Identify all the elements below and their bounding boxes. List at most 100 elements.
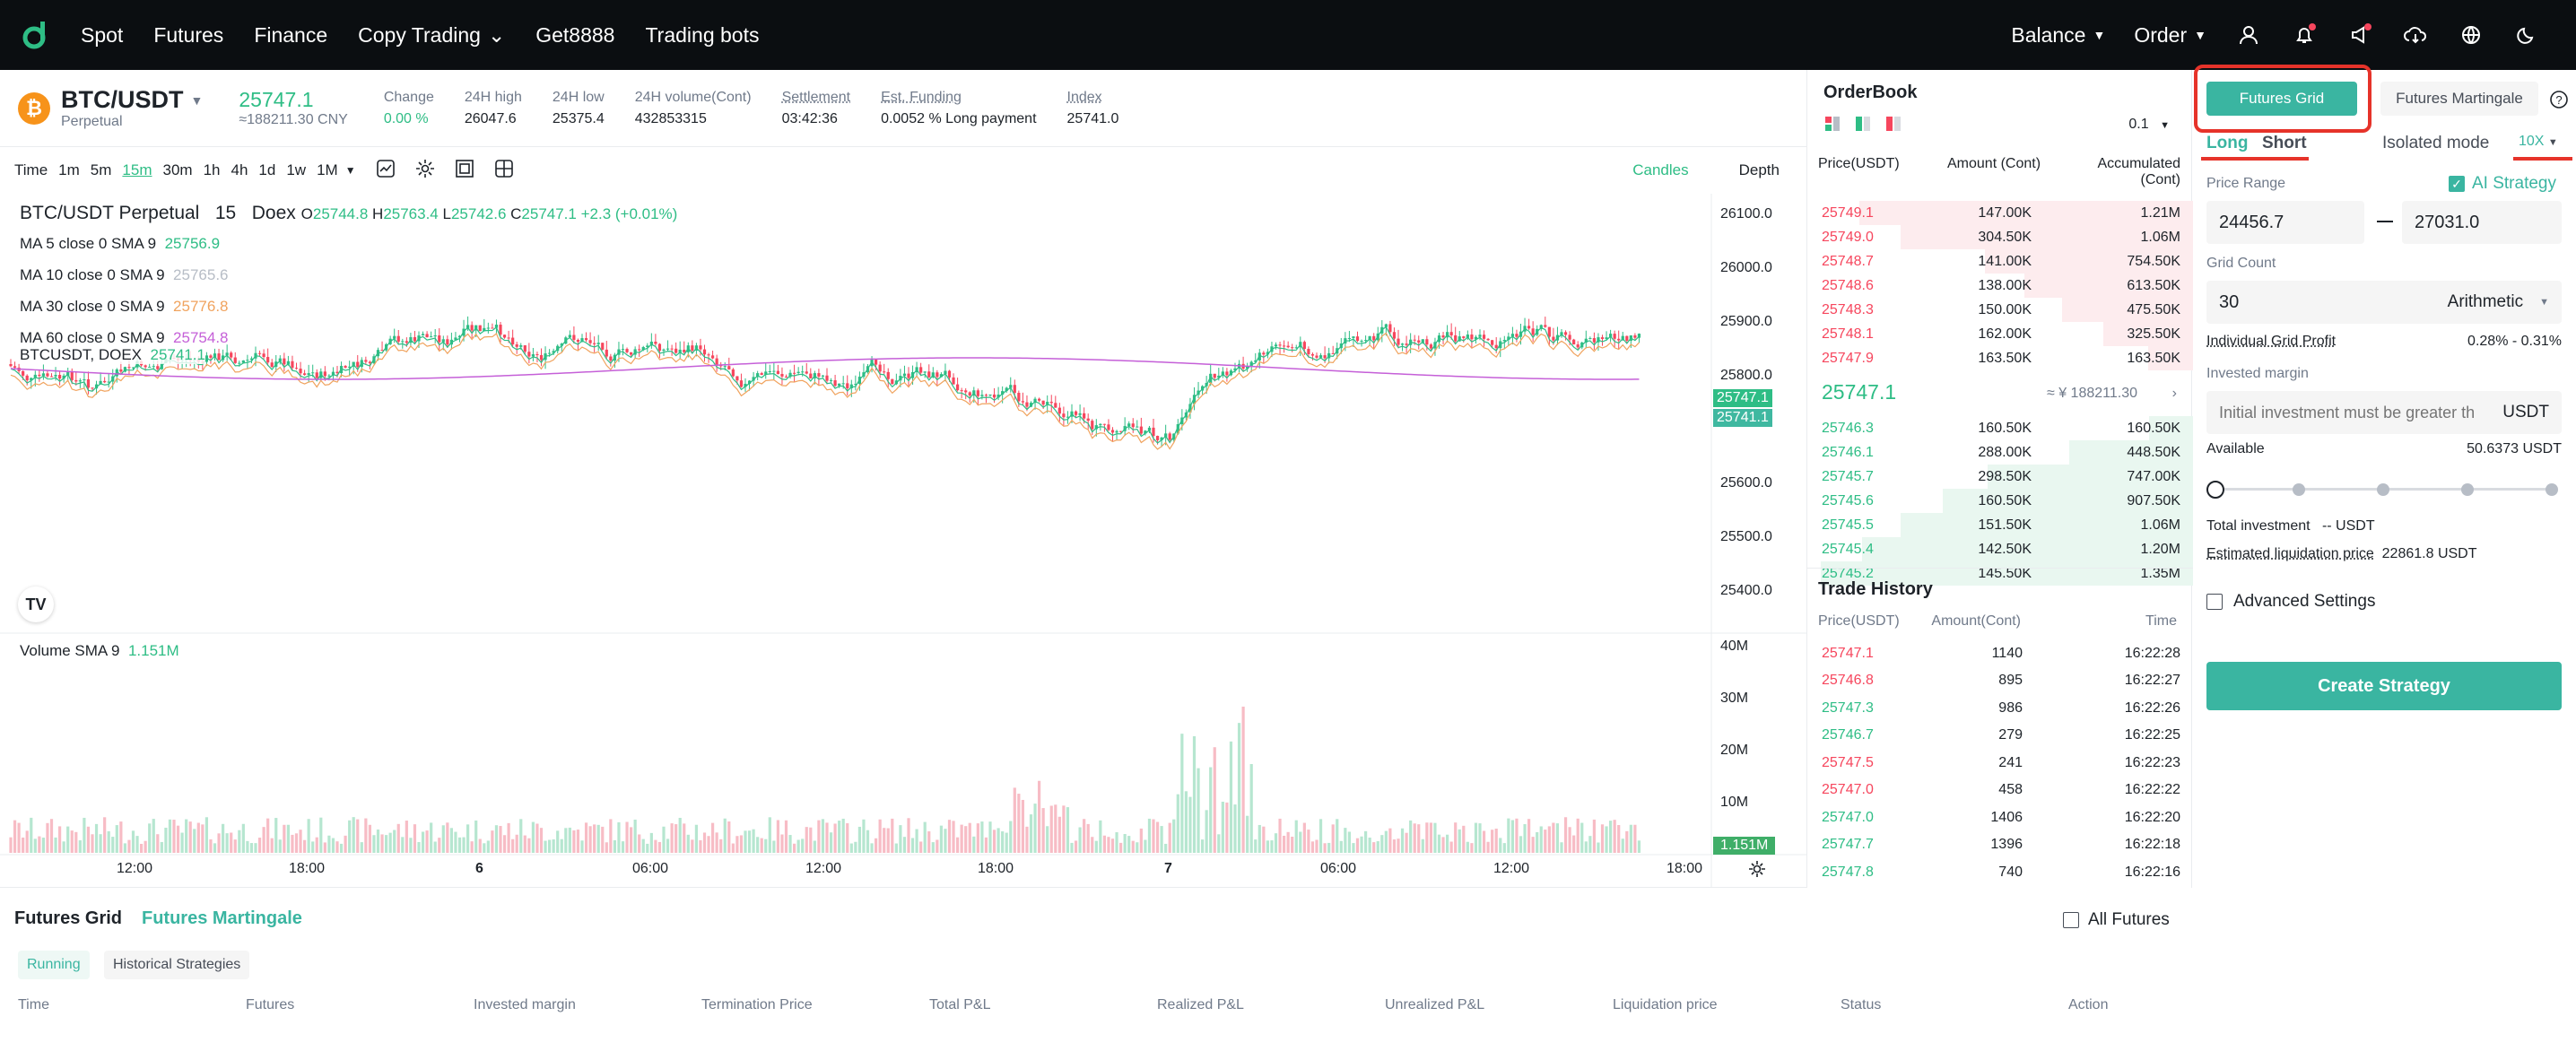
fullscreen-icon[interactable] xyxy=(455,159,474,183)
nav-copy-trading[interactable]: Copy Trading ⌄ xyxy=(358,23,505,48)
interval-15m[interactable]: 15m xyxy=(122,161,152,178)
create-strategy-button[interactable]: Create Strategy xyxy=(2206,662,2562,710)
interval-4h[interactable]: 4h xyxy=(231,161,248,178)
gear-icon[interactable] xyxy=(415,159,435,183)
nav-finance[interactable]: Finance xyxy=(254,22,328,47)
volume-bar xyxy=(1588,836,1592,853)
ai-strategy-toggle[interactable]: ✓ AI Strategy xyxy=(2449,174,2556,194)
user-icon[interactable] xyxy=(2235,22,2262,48)
nav-trading-bots[interactable]: Trading bots xyxy=(645,22,760,47)
bell-icon[interactable] xyxy=(2291,22,2318,48)
tradingview-logo[interactable]: TV xyxy=(18,586,54,622)
interval-1d[interactable]: 1d xyxy=(258,161,276,178)
running-filter[interactable]: Running xyxy=(18,951,90,979)
order-menu[interactable]: Order ▼ xyxy=(2134,23,2206,48)
interval-1m[interactable]: 1m xyxy=(58,161,80,178)
ma5-line xyxy=(10,326,1640,444)
pair-selector[interactable]: BTC/USDT ▼ Perpetual xyxy=(61,86,203,130)
help-icon[interactable]: ? xyxy=(2549,90,2569,114)
slider-stop-100[interactable] xyxy=(2546,483,2558,496)
bids-only-icon[interactable] xyxy=(1856,117,1870,135)
interval-1M[interactable]: 1M xyxy=(317,161,338,178)
slider-stop-25[interactable] xyxy=(2293,483,2305,496)
volume-bar xyxy=(123,843,126,853)
volume-bar xyxy=(727,821,731,853)
candle-body xyxy=(875,359,878,365)
interval-time[interactable]: Time xyxy=(14,161,48,178)
ask-row[interactable]: 25748.1 162.00K 325.50K xyxy=(1807,322,2193,346)
slider-stop-50[interactable] xyxy=(2377,483,2389,496)
chevron-right-icon[interactable]: › xyxy=(2171,386,2177,401)
bottom-tab-futures-martingale[interactable]: Futures Martingale xyxy=(142,908,302,928)
nav-futures[interactable]: Futures xyxy=(153,22,224,47)
price-low-input[interactable]: 24456.7 xyxy=(2206,201,2364,244)
precision-select[interactable]: 0.1 ▼ xyxy=(2128,117,2170,133)
futures-martingale-tab[interactable]: Futures Martingale xyxy=(2380,82,2538,116)
gear-icon[interactable] xyxy=(1747,859,1767,883)
candles-tab[interactable]: Candles xyxy=(1632,161,1689,178)
layout-grid-icon[interactable] xyxy=(494,159,514,183)
bid-row[interactable]: 25745.4 142.50K 1.20M xyxy=(1807,537,2193,561)
candle-body xyxy=(1400,343,1405,345)
bid-row[interactable]: 25746.3 160.50K 160.50K xyxy=(1807,416,2193,440)
ask-row[interactable]: 25749.0 304.50K 1.06M xyxy=(1807,225,2193,249)
indicator-icon[interactable] xyxy=(376,159,396,183)
futures-grid-tab[interactable]: Futures Grid xyxy=(2206,82,2357,116)
all-futures-toggle[interactable]: All Futures xyxy=(2063,910,2170,930)
price-chart[interactable]: BTC/USDT Perpetual 15 Doex O25744.8 H257… xyxy=(0,194,1806,888)
candle-body xyxy=(980,395,984,396)
bid-row[interactable]: 25745.6 160.50K 907.50K xyxy=(1807,489,2193,513)
moon-icon[interactable] xyxy=(2513,22,2540,48)
stat-label[interactable]: Index xyxy=(1066,89,1102,105)
x-tick: 06:00 xyxy=(632,861,669,876)
long-tab[interactable]: Long xyxy=(2206,134,2249,152)
historical-filter[interactable]: Historical Strategies xyxy=(104,951,250,979)
globe-icon[interactable] xyxy=(2458,22,2485,48)
slider-handle[interactable] xyxy=(2206,481,2224,499)
asks-only-icon[interactable] xyxy=(1886,117,1901,135)
download-cloud-icon[interactable] xyxy=(2402,22,2429,48)
candlestick-canvas[interactable] xyxy=(0,194,1806,888)
ask-row[interactable]: 25748.6 138.00K 613.50K xyxy=(1807,274,2193,298)
grid-count-input[interactable]: 30 Arithmetic ▼ xyxy=(2206,281,2562,324)
btc-coin-icon: ₿ xyxy=(18,91,50,125)
candle-body xyxy=(691,345,694,351)
short-tab[interactable]: Short xyxy=(2262,134,2307,152)
ask-row[interactable]: 25749.1 147.00K 1.21M xyxy=(1807,201,2193,225)
stat-label[interactable]: Est. Funding xyxy=(881,89,962,105)
ask-row[interactable]: 25748.3 150.00K 475.50K xyxy=(1807,298,2193,322)
balance-menu[interactable]: Balance ▼ xyxy=(2011,23,2105,48)
nav-get8888[interactable]: Get8888 xyxy=(535,22,615,47)
invested-margin-field[interactable] xyxy=(2219,403,2488,422)
interval-1w[interactable]: 1w xyxy=(286,161,307,178)
interval-1h[interactable]: 1h xyxy=(203,161,221,178)
slider-stop-75[interactable] xyxy=(2461,483,2474,496)
grid-type-select[interactable]: Arithmetic xyxy=(2447,292,2524,311)
leverage-select[interactable]: 10X ▼ xyxy=(2519,134,2558,150)
candle-body xyxy=(246,360,249,361)
logo[interactable] xyxy=(18,17,54,53)
megaphone-icon[interactable] xyxy=(2346,22,2373,48)
bid-row[interactable]: 25745.7 298.50K 747.00K xyxy=(1807,465,2193,489)
caret-down-icon[interactable]: ▼ xyxy=(344,164,356,177)
invested-margin-input[interactable]: USDT xyxy=(2206,391,2562,434)
volume-bar xyxy=(421,831,425,853)
stat-label[interactable]: Settlement xyxy=(781,89,851,105)
advanced-settings-toggle[interactable]: Advanced Settings xyxy=(2206,592,2375,612)
total-investment-label: Total investment -- USDT xyxy=(2206,518,2375,534)
bid-row[interactable]: 25745.2 145.50K 1.35M xyxy=(1807,561,2193,586)
interval-5m[interactable]: 5m xyxy=(90,161,112,178)
ask-row[interactable]: 25748.7 141.00K 754.50K xyxy=(1807,249,2193,274)
bid-row[interactable]: 25745.5 151.50K 1.06M xyxy=(1807,513,2193,537)
interval-30m[interactable]: 30m xyxy=(162,161,193,178)
bottom-tab-futures-grid[interactable]: Futures Grid xyxy=(14,908,123,928)
volume-bar xyxy=(213,843,217,853)
ask-row[interactable]: 25747.9 163.50K 163.50K xyxy=(1807,346,2193,370)
price-high-input[interactable]: 27031.0 xyxy=(2402,201,2562,244)
depth-tab[interactable]: Depth xyxy=(1738,161,1780,178)
margin-mode[interactable]: Isolated mode xyxy=(2382,134,2490,152)
both-sides-icon[interactable] xyxy=(1825,117,1840,135)
nav-spot[interactable]: Spot xyxy=(81,22,124,47)
volume-bar xyxy=(870,843,874,853)
bid-row[interactable]: 25746.1 288.00K 448.50K xyxy=(1807,440,2193,465)
